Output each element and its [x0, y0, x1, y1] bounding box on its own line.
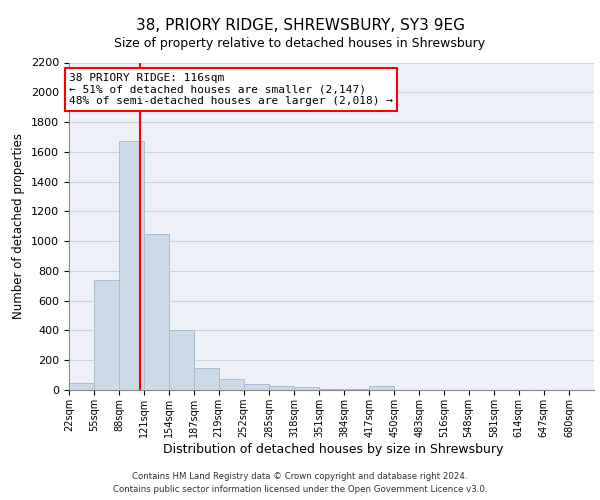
Text: Size of property relative to detached houses in Shrewsbury: Size of property relative to detached ho… [115, 38, 485, 51]
Text: Contains HM Land Registry data © Crown copyright and database right 2024.
Contai: Contains HM Land Registry data © Crown c… [113, 472, 487, 494]
Bar [194, 368, 218, 390]
Bar [294, 387, 319, 390]
Bar [244, 384, 269, 390]
Y-axis label: Number of detached properties: Number of detached properties [13, 133, 25, 320]
Bar [144, 234, 169, 390]
Bar [119, 142, 144, 390]
Bar [319, 388, 344, 390]
Text: Distribution of detached houses by size in Shrewsbury: Distribution of detached houses by size … [163, 442, 503, 456]
Bar [69, 382, 94, 390]
Text: 38 PRIORY RIDGE: 116sqm
← 51% of detached houses are smaller (2,147)
48% of semi: 38 PRIORY RIDGE: 116sqm ← 51% of detache… [69, 73, 393, 106]
Bar [94, 280, 119, 390]
Bar [269, 386, 294, 390]
Bar [218, 379, 244, 390]
Text: 38, PRIORY RIDGE, SHREWSBURY, SY3 9EG: 38, PRIORY RIDGE, SHREWSBURY, SY3 9EG [136, 18, 464, 32]
Bar [369, 386, 394, 390]
Bar [169, 330, 194, 390]
